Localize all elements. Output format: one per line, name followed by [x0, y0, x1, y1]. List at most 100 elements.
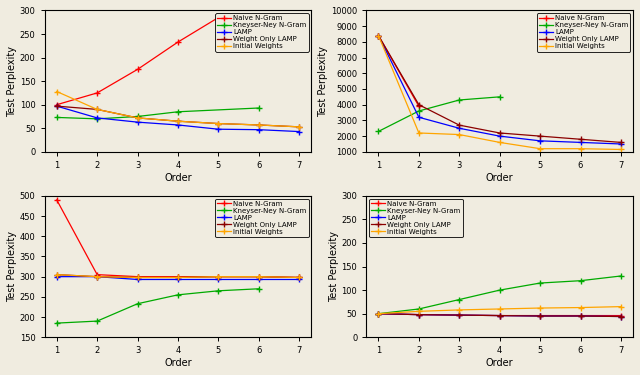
- LAMP: [415, 115, 422, 120]
- Weight Only LAMP: [53, 104, 61, 108]
- Naive N-Gram: [415, 312, 422, 317]
- Weight Only LAMP: [617, 140, 625, 145]
- Weight Only LAMP: [415, 312, 422, 317]
- Naive N-Gram: [174, 40, 182, 44]
- Naive N-Gram: [134, 274, 141, 279]
- Naive N-Gram: [374, 33, 382, 38]
- Y-axis label: Test Perplexity: Test Perplexity: [329, 231, 339, 302]
- Weight Only LAMP: [617, 314, 625, 319]
- Line: Naive N-Gram: Naive N-Gram: [375, 33, 422, 110]
- LAMP: [255, 128, 262, 132]
- LAMP: [456, 126, 463, 130]
- Line: Weight Only LAMP: Weight Only LAMP: [375, 310, 624, 320]
- Weight Only LAMP: [255, 123, 262, 127]
- LAMP: [255, 277, 262, 282]
- Weight Only LAMP: [134, 116, 141, 120]
- Kneyser-Ney N-Gram: [415, 307, 422, 311]
- Initial Weights: [296, 275, 303, 280]
- Line: LAMP: LAMP: [375, 310, 624, 320]
- Y-axis label: Test Perplexity: Test Perplexity: [318, 46, 328, 117]
- Line: Kneyser-Ney N-Gram: Kneyser-Ney N-Gram: [375, 273, 624, 317]
- Weight Only LAMP: [296, 275, 303, 280]
- Kneyser-Ney N-Gram: [134, 302, 141, 306]
- Initial Weights: [577, 305, 584, 310]
- Legend: Naive N-Gram, Kneyser-Ney N-Gram, LAMP, Weight Only LAMP, Initial Weights: Naive N-Gram, Kneyser-Ney N-Gram, LAMP, …: [215, 199, 308, 237]
- Weight Only LAMP: [374, 311, 382, 316]
- Initial Weights: [53, 272, 61, 277]
- LAMP: [415, 312, 422, 317]
- Kneyser-Ney N-Gram: [536, 281, 544, 285]
- Line: LAMP: LAMP: [54, 103, 302, 135]
- Initial Weights: [415, 131, 422, 135]
- Initial Weights: [456, 132, 463, 137]
- Kneyser-Ney N-Gram: [374, 311, 382, 316]
- LAMP: [93, 116, 101, 120]
- Weight Only LAMP: [53, 272, 61, 277]
- LAMP: [134, 277, 141, 282]
- Initial Weights: [93, 107, 101, 112]
- Initial Weights: [577, 147, 584, 151]
- Weight Only LAMP: [496, 314, 504, 318]
- Line: Kneyser-Ney N-Gram: Kneyser-Ney N-Gram: [375, 94, 503, 135]
- Initial Weights: [617, 304, 625, 309]
- Initial Weights: [415, 309, 422, 314]
- Kneyser-Ney N-Gram: [93, 319, 101, 323]
- Naive N-Gram: [174, 274, 182, 279]
- Kneyser-Ney N-Gram: [255, 106, 262, 110]
- Naive N-Gram: [415, 104, 422, 108]
- LAMP: [214, 127, 222, 132]
- Weight Only LAMP: [255, 274, 262, 279]
- LAMP: [496, 314, 504, 318]
- LAMP: [93, 274, 101, 279]
- Weight Only LAMP: [456, 313, 463, 317]
- LAMP: [577, 314, 584, 318]
- LAMP: [174, 123, 182, 127]
- LAMP: [53, 104, 61, 108]
- LAMP: [296, 277, 303, 282]
- Weight Only LAMP: [456, 123, 463, 128]
- Weight Only LAMP: [415, 102, 422, 107]
- Kneyser-Ney N-Gram: [496, 288, 504, 292]
- Weight Only LAMP: [174, 275, 182, 280]
- LAMP: [374, 33, 382, 38]
- Weight Only LAMP: [93, 274, 101, 279]
- Kneyser-Ney N-Gram: [174, 292, 182, 297]
- Naive N-Gram: [374, 311, 382, 316]
- Weight Only LAMP: [536, 134, 544, 138]
- Initial Weights: [255, 123, 262, 127]
- Line: Initial Weights: Initial Weights: [375, 303, 624, 317]
- Weight Only LAMP: [577, 137, 584, 141]
- Weight Only LAMP: [374, 33, 382, 38]
- Initial Weights: [296, 124, 303, 129]
- Weight Only LAMP: [134, 275, 141, 280]
- Line: Initial Weights: Initial Weights: [54, 88, 302, 130]
- LAMP: [134, 120, 141, 124]
- Initial Weights: [174, 275, 182, 280]
- Naive N-Gram: [214, 274, 222, 279]
- Naive N-Gram: [577, 314, 584, 318]
- LAMP: [374, 311, 382, 316]
- Kneyser-Ney N-Gram: [577, 279, 584, 283]
- Line: Kneyser-Ney N-Gram: Kneyser-Ney N-Gram: [54, 286, 262, 326]
- LAMP: [53, 274, 61, 279]
- Kneyser-Ney N-Gram: [415, 109, 422, 113]
- LAMP: [577, 140, 584, 145]
- Initial Weights: [496, 307, 504, 311]
- Initial Weights: [214, 274, 222, 279]
- X-axis label: Order: Order: [486, 358, 513, 368]
- Weight Only LAMP: [296, 124, 303, 129]
- Initial Weights: [134, 116, 141, 120]
- Naive N-Gram: [456, 313, 463, 317]
- Line: Naive N-Gram: Naive N-Gram: [54, 197, 302, 280]
- Kneyser-Ney N-Gram: [456, 297, 463, 302]
- Line: Weight Only LAMP: Weight Only LAMP: [375, 33, 624, 146]
- Initial Weights: [93, 274, 101, 279]
- Kneyser-Ney N-Gram: [53, 321, 61, 326]
- Line: LAMP: LAMP: [54, 273, 302, 283]
- X-axis label: Order: Order: [164, 172, 192, 183]
- LAMP: [536, 314, 544, 318]
- Y-axis label: Test Perplexity: Test Perplexity: [7, 231, 17, 302]
- LAMP: [617, 314, 625, 319]
- LAMP: [496, 134, 504, 138]
- Initial Weights: [53, 89, 61, 94]
